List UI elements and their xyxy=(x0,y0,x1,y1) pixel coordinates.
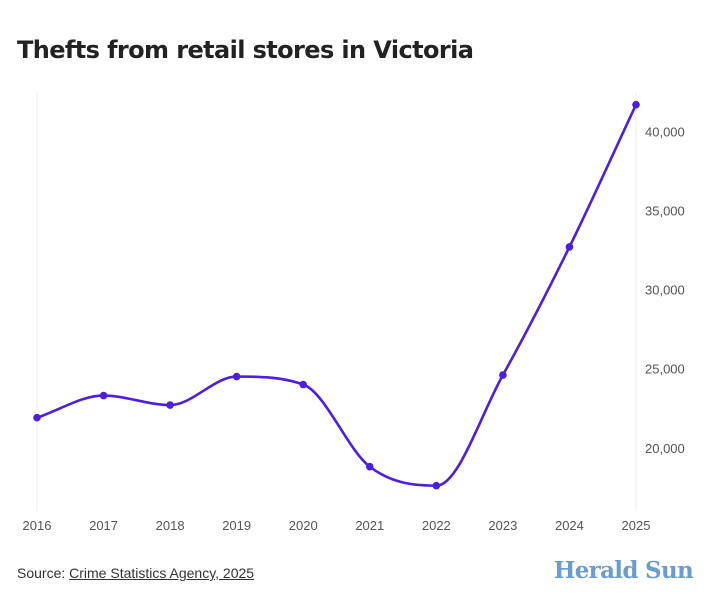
y-tick-label: 20,000 xyxy=(645,441,685,456)
y-tick-label: 30,000 xyxy=(645,283,685,298)
y-tick-label: 25,000 xyxy=(645,362,685,377)
x-tick-label: 2016 xyxy=(23,518,52,533)
x-tick-label: 2020 xyxy=(289,518,318,533)
data-point[interactable] xyxy=(166,401,174,409)
data-point[interactable] xyxy=(499,371,507,379)
series-line xyxy=(35,103,638,487)
chart-title: Thefts from retail stores in Victoria xyxy=(17,36,474,64)
vertical-gridlines xyxy=(36,92,637,511)
data-point[interactable] xyxy=(99,391,108,400)
x-tick-label: 2018 xyxy=(156,518,185,533)
y-tick-label: 35,000 xyxy=(645,204,685,219)
data-point[interactable] xyxy=(432,481,441,490)
data-point[interactable] xyxy=(232,372,241,381)
herald-sun-logo: Herald Sun xyxy=(553,557,694,584)
x-tick-label: 2025 xyxy=(622,518,651,533)
x-axis-tick-labels: 2016 2017 2018 2019 2020 2021 2022 2023 2024 2025 xyxy=(23,518,651,533)
source-note: Source: Crime Statistics Agency, 2025 xyxy=(17,565,254,581)
data-points xyxy=(33,100,640,490)
source-prefix: Source: xyxy=(17,565,70,581)
data-point[interactable] xyxy=(365,462,374,471)
data-point[interactable] xyxy=(632,100,640,109)
source-link[interactable]: Crime Statistics Agency, 2025 xyxy=(69,565,255,581)
x-tick-label: 2017 xyxy=(89,518,118,533)
data-point[interactable] xyxy=(33,413,41,422)
x-tick-label: 2022 xyxy=(422,518,451,533)
x-tick-label: 2021 xyxy=(355,518,384,533)
x-tick-label: 2019 xyxy=(222,518,251,533)
data-point[interactable] xyxy=(299,380,308,389)
x-tick-label: 2024 xyxy=(555,518,584,533)
y-tick-label: 40,000 xyxy=(645,125,685,140)
y-axis-tick-labels: 20,000 25,000 30,000 35,000 40,000 xyxy=(645,125,685,456)
data-point[interactable] xyxy=(565,243,574,251)
x-tick-label: 2023 xyxy=(488,518,517,533)
